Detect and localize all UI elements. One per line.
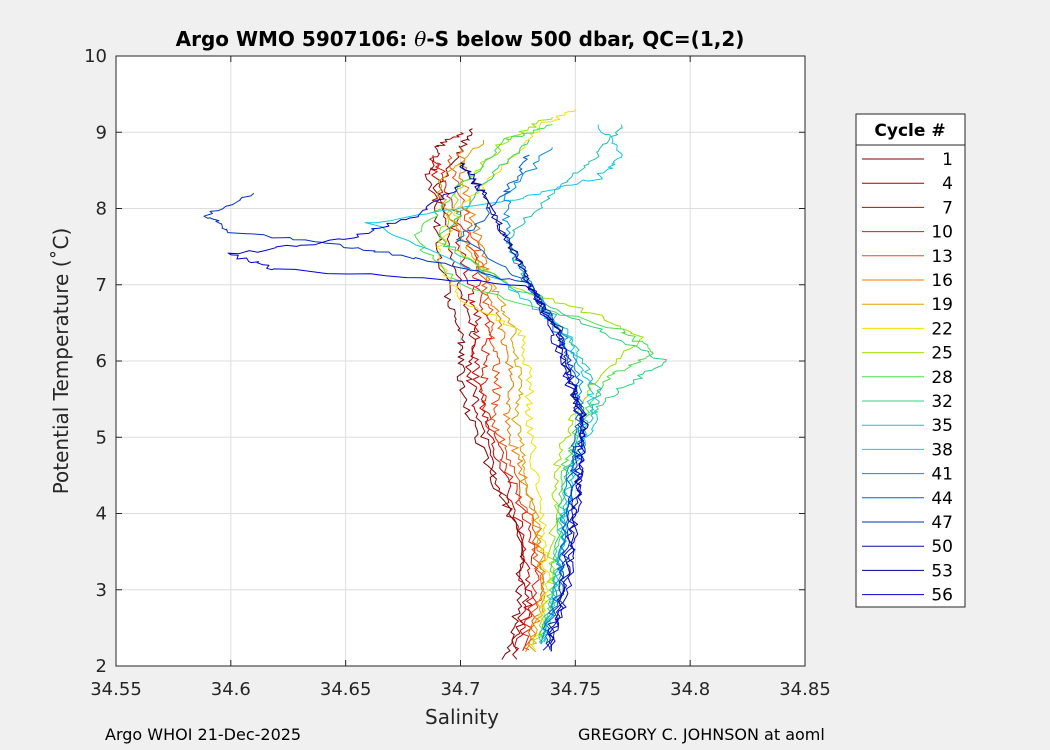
legend-label-cycle-7: 7	[942, 198, 953, 218]
y-tick-label: 3	[96, 580, 107, 601]
y-tick-label: 2	[96, 656, 107, 677]
series-line-cycle-50	[459, 162, 587, 651]
y-tick-label: 8	[96, 199, 107, 220]
legend-label-cycle-47: 47	[931, 513, 953, 533]
legend-label-cycle-38: 38	[931, 440, 953, 460]
series-line-cycle-13	[447, 154, 544, 651]
legend-label-cycle-4: 4	[942, 174, 953, 194]
legend-label-cycle-19: 19	[931, 295, 953, 315]
y-tick-label: 4	[96, 504, 107, 525]
legend: Cycle # 14710131619222528323538414447505…	[855, 113, 966, 608]
y-tick-label: 5	[96, 427, 107, 448]
legend-label-cycle-10: 10	[931, 223, 953, 243]
y-axis-label: Potential Temperature (˚C)	[49, 228, 73, 495]
x-axis-ticks: 34.55 34.6 34.65 34.7 34.75 34.8 34.85	[90, 56, 831, 700]
series-line-cycle-53	[460, 162, 589, 652]
legend-label-cycle-16: 16	[931, 271, 953, 291]
y-tick-label: 10	[84, 46, 107, 67]
legend-label-cycle-44: 44	[931, 489, 953, 509]
x-tick-label: 34.7	[440, 679, 480, 700]
legend-label-cycle-35: 35	[931, 416, 953, 436]
series-line-cycle-10	[435, 162, 540, 652]
x-tick-label: 34.55	[90, 679, 142, 700]
series-line-cycle-44	[456, 154, 584, 643]
series-line-cycle-28	[414, 124, 654, 643]
series-line-cycle-4	[424, 131, 530, 660]
x-tick-label: 34.8	[670, 679, 710, 700]
series-line-cycle-56	[227, 185, 586, 652]
series-line-cycle-25	[437, 116, 644, 645]
x-axis-label: Salinity	[425, 705, 499, 729]
series-line-cycle-38	[364, 124, 623, 645]
legend-label-cycle-1: 1	[942, 150, 953, 170]
y-tick-label: 9	[96, 122, 107, 143]
legend-label-cycle-53: 53	[931, 561, 953, 581]
footer-left: Argo WHOI 21-Dec-2025	[105, 725, 302, 744]
series-line-cycle-19	[437, 139, 546, 653]
y-tick-label: 6	[96, 351, 107, 372]
legend-box	[855, 113, 966, 608]
series-line-cycle-47	[203, 192, 584, 650]
legend-label-cycle-41: 41	[931, 465, 953, 485]
x-tick-label: 34.6	[211, 679, 251, 700]
series-layer	[203, 109, 667, 660]
series-line-cycle-32	[438, 139, 667, 643]
legend-label-cycle-25: 25	[931, 344, 953, 364]
series-line-cycle-22	[436, 109, 576, 651]
footer-right: GREGORY C. JOHNSON at aoml	[578, 725, 825, 744]
legend-title: Cycle #	[874, 121, 945, 141]
y-tick-label: 7	[96, 275, 107, 296]
x-tick-label: 34.85	[779, 679, 831, 700]
x-tick-label: 34.75	[550, 679, 602, 700]
x-tick-label: 34.65	[320, 679, 372, 700]
legend-label-cycle-22: 22	[931, 319, 953, 339]
chart-title: Argo WMO 5907106: θ-S below 500 dbar, QC…	[176, 27, 745, 51]
legend-label-cycle-28: 28	[931, 368, 953, 388]
legend-label-cycle-56: 56	[931, 586, 953, 606]
legend-label-cycle-50: 50	[931, 537, 953, 557]
y-axis-ticks: 2 3 4 5 6 7 8 9 10	[84, 46, 805, 677]
legend-label-cycle-13: 13	[931, 247, 953, 267]
legend-label-cycle-32: 32	[931, 392, 953, 412]
